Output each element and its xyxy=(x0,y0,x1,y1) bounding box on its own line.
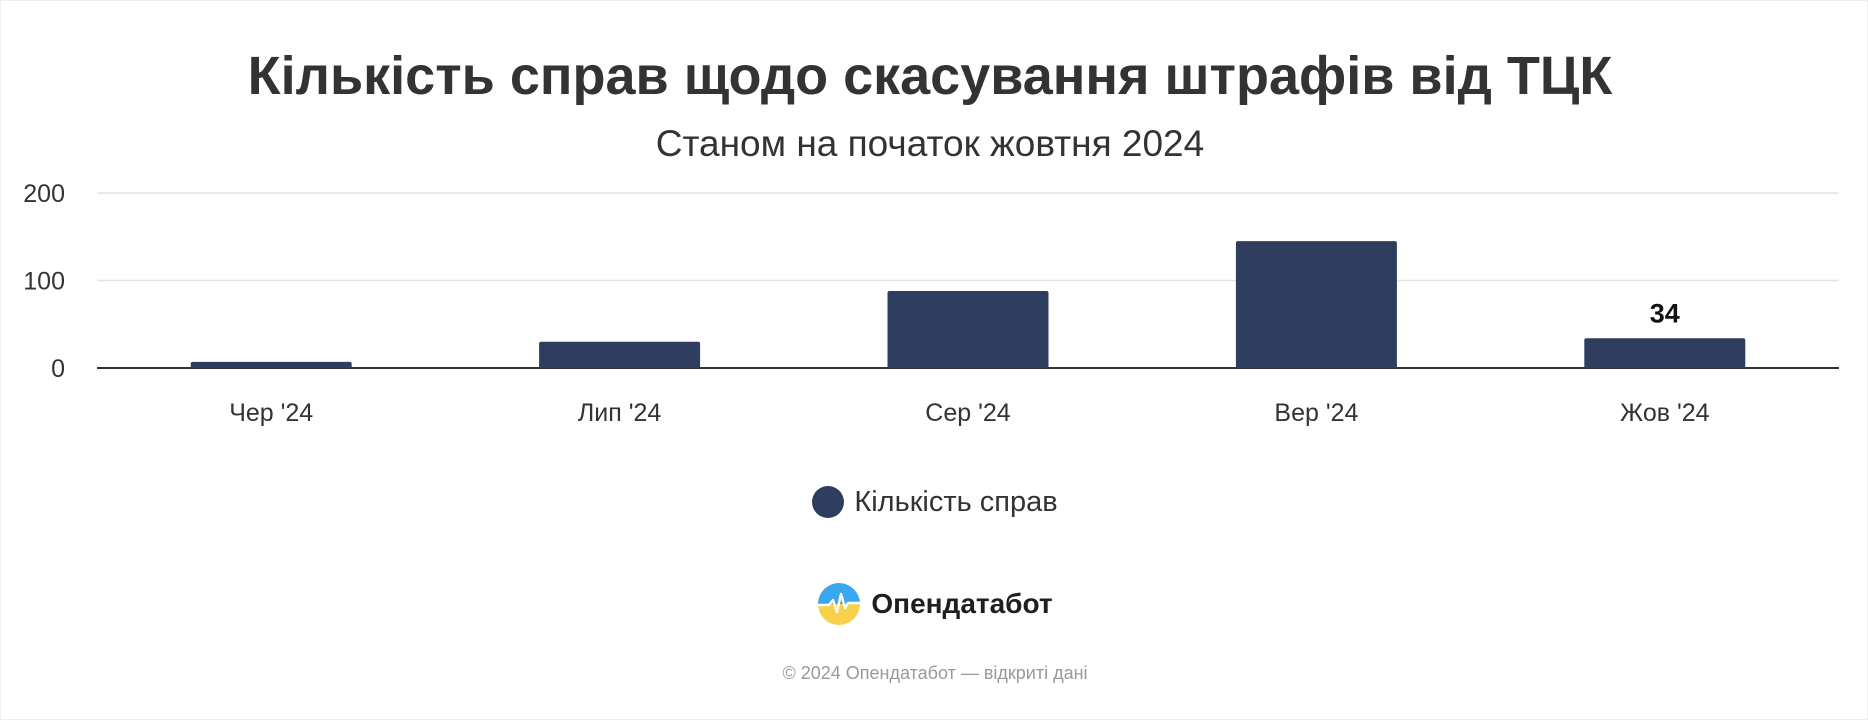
x-tick-label: Жов '24 xyxy=(1620,399,1710,427)
chart-subtitle: Станом на початок жовтня 2024 xyxy=(655,123,1205,164)
footer-copyright: © 2024 Опендатабот — відкриті дані xyxy=(782,663,1088,683)
y-tick-label: 0 xyxy=(51,355,65,383)
bar[interactable] xyxy=(539,341,701,368)
opendatabot-logo-icon xyxy=(818,583,861,625)
data-label: 34 xyxy=(1650,298,1680,328)
legend-swatch-icon xyxy=(812,486,845,518)
x-tick-label: Лип '24 xyxy=(578,399,662,427)
x-tick-label: Сер '24 xyxy=(925,399,1010,427)
y-tick-label: 100 xyxy=(23,268,65,296)
bar[interactable] xyxy=(1584,338,1746,368)
x-tick-label: Чер '24 xyxy=(229,399,313,427)
x-tick-label: Вер '24 xyxy=(1274,399,1358,427)
legend[interactable]: Кількість справ xyxy=(1,479,1868,525)
data-labels: 34 xyxy=(1650,298,1680,328)
brand: Опендатабот xyxy=(1,581,1868,627)
brand-name: Опендатабот xyxy=(871,588,1053,619)
bars xyxy=(190,241,1746,368)
x-axis-ticks: Чер '24 Лип '24 Сер '24 Вер '24 Жов '24 xyxy=(229,399,1709,427)
bar[interactable] xyxy=(190,361,352,368)
legend-label: Кількість справ xyxy=(854,485,1058,518)
y-tick-label: 200 xyxy=(23,180,65,208)
bar[interactable] xyxy=(887,291,1049,368)
chart-title: Кількість справ щодо скасування штрафів … xyxy=(247,46,1613,106)
bar[interactable] xyxy=(1235,241,1397,368)
y-axis-ticks: 0 100 200 xyxy=(23,180,65,383)
bar-chart: 0 100 200 Чер '24 Лип '24 Сер '24 Вер '24 Жов … xyxy=(23,180,1839,427)
